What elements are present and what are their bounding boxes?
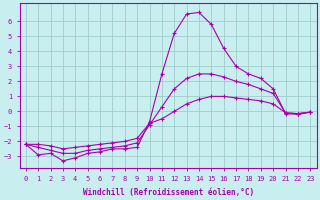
X-axis label: Windchill (Refroidissement éolien,°C): Windchill (Refroidissement éolien,°C): [83, 188, 254, 197]
